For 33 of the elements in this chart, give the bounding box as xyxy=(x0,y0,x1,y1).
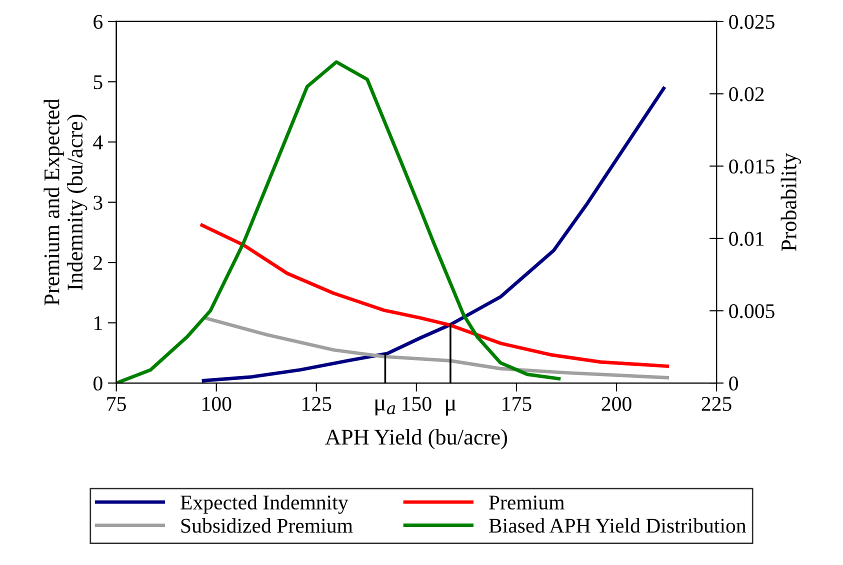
y2-tick-label: 0.025 xyxy=(729,14,774,29)
y-tick-label: 0 xyxy=(94,376,102,391)
line-series xyxy=(200,223,670,368)
x-tick-label: 225 xyxy=(702,396,732,411)
x-axis-title: APH Yield (bu/acre) xyxy=(325,429,507,450)
x-tick-label: 175 xyxy=(502,396,532,411)
y-tick-label: 1 xyxy=(94,316,102,330)
y2-tick-label: 0.015 xyxy=(729,159,774,174)
x-tick-label: 150 xyxy=(402,396,432,411)
y2-axis-title: Probability xyxy=(780,152,801,252)
y-tick-label: 2 xyxy=(94,256,102,270)
x-tick-label: 100 xyxy=(202,396,232,411)
ref-line-label: μ$_{a}$ xyxy=(375,400,396,416)
legend-label: Subsidized Premium xyxy=(181,518,353,533)
legend-label: Expected Indemnity xyxy=(180,494,348,514)
x-tick-label: 125 xyxy=(302,396,332,411)
y-tick-label: 6 xyxy=(94,14,103,29)
line-series xyxy=(202,86,666,382)
y-tick-label: 4 xyxy=(93,136,103,150)
y2-tick-label: 0.01 xyxy=(729,232,764,246)
x-tick-label: 75 xyxy=(107,397,126,411)
line-series xyxy=(116,60,561,384)
y-tick-label: 5 xyxy=(94,75,102,90)
ref-line-label: μ xyxy=(446,400,456,416)
legend-label: Premium xyxy=(489,496,564,510)
y2-tick-label: 0.005 xyxy=(729,304,774,318)
y2-tick-label: 0 xyxy=(729,376,738,391)
y-axis-title: Premium and Expected Indemnity (bu/acre) xyxy=(44,98,88,306)
line-series xyxy=(205,316,670,380)
legend-label: Biased APH Yield Distribution xyxy=(489,518,746,533)
x-tick-label: 200 xyxy=(602,396,632,411)
y-tick-label: 3 xyxy=(94,196,102,210)
y2-tick-label: 0.02 xyxy=(729,87,764,102)
